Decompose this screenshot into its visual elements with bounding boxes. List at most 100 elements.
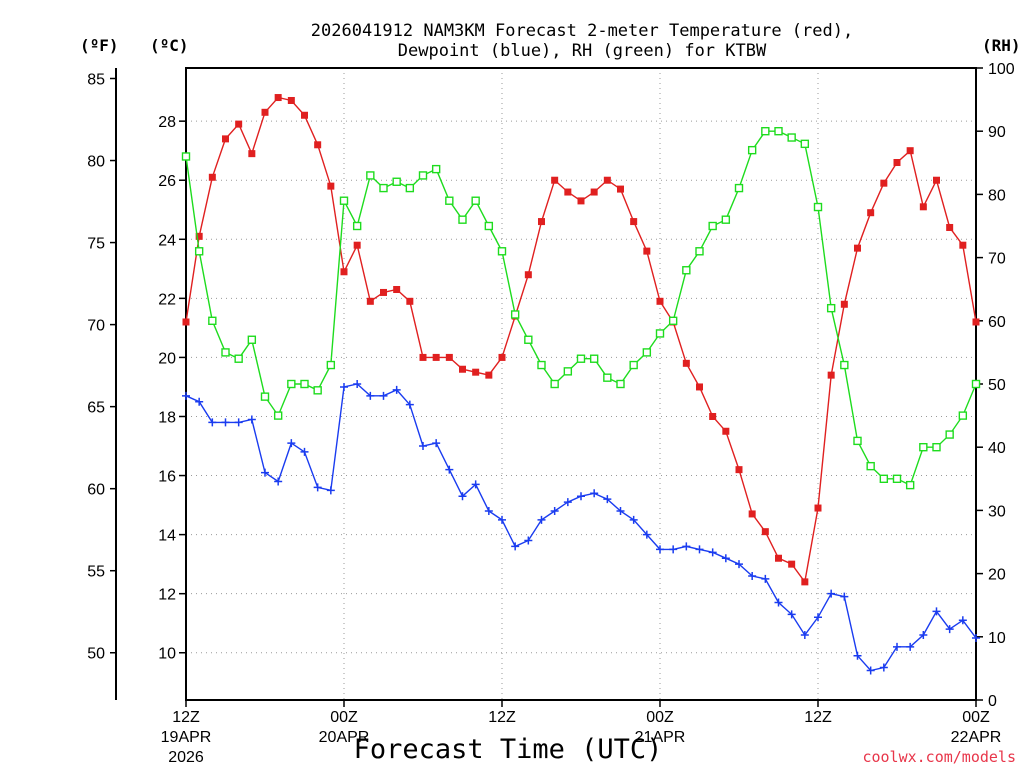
data-point: [905, 480, 915, 490]
data-point: [735, 560, 743, 569]
chart-title: 2026041912 NAM3KM Forecast 2-meter Tempe…: [311, 21, 853, 61]
data-point: [247, 335, 257, 344]
data-point: [379, 183, 388, 193]
data-point: [247, 415, 256, 424]
fahrenheit-unit-label: (ºF): [80, 36, 119, 55]
data-point: [366, 171, 375, 180]
data-point: [208, 173, 216, 181]
x-tick-date-label: 20APR: [319, 729, 370, 746]
data-point: [709, 412, 717, 420]
data-point: [590, 489, 599, 498]
series-line: [185, 96, 977, 584]
data-point: [524, 271, 532, 279]
data-point: [484, 506, 493, 515]
data-point: [880, 179, 888, 187]
data-point: [208, 418, 217, 427]
fahrenheit-tick-label: 50: [87, 646, 105, 663]
data-point: [616, 506, 625, 515]
data-point: [932, 443, 941, 452]
data-point: [260, 392, 270, 401]
data-point: [893, 159, 901, 167]
data-point: [946, 223, 954, 231]
data-point: [761, 574, 770, 583]
data-point: [537, 360, 546, 370]
data-point: [577, 197, 585, 205]
data-point: [854, 244, 861, 252]
data-point: [734, 183, 744, 193]
data-point: [814, 504, 822, 512]
data-point: [827, 589, 836, 598]
rh-tick-label: 0: [988, 693, 997, 710]
data-point: [933, 176, 940, 184]
data-point: [287, 379, 296, 389]
data-point: [353, 380, 362, 388]
data-point: [893, 642, 901, 651]
data-point: [445, 353, 453, 361]
data-point: [497, 247, 507, 256]
data-point: [352, 221, 362, 231]
x-tick-label: 12Z: [172, 709, 200, 726]
data-point: [879, 663, 888, 672]
data-point: [761, 528, 769, 536]
data-point: [866, 666, 875, 675]
celsius-unit-label: (ºC): [150, 36, 189, 55]
data-point: [840, 360, 849, 370]
data-point: [959, 241, 967, 249]
data-point: [945, 430, 954, 439]
data-point: [788, 560, 796, 568]
celsius-tick-label: 28: [158, 114, 176, 131]
data-point: [485, 371, 493, 379]
celsius-tick-label: 22: [158, 291, 176, 308]
data-point: [300, 447, 309, 456]
data-point: [629, 515, 638, 524]
series-rh: [181, 126, 981, 490]
data-point: [919, 631, 928, 640]
data-point: [867, 209, 875, 217]
data-point: [800, 139, 810, 149]
data-point: [326, 360, 336, 370]
data-point: [208, 316, 217, 325]
data-point: [353, 241, 361, 249]
data-point: [458, 492, 467, 501]
celsius-tick-label: 12: [158, 587, 176, 604]
x-tick-label: 00Z: [646, 709, 674, 726]
data-point: [589, 354, 599, 363]
data-point: [366, 391, 375, 400]
data-point: [313, 386, 322, 395]
data-point: [194, 247, 204, 256]
x-tick-label: 00Z: [962, 709, 990, 726]
data-point: [511, 542, 520, 551]
data-point: [366, 297, 374, 305]
data-point: [510, 310, 520, 319]
data-point: [774, 598, 783, 607]
data-point: [458, 215, 467, 224]
data-point: [801, 578, 809, 586]
rh-tick-label: 70: [988, 251, 1006, 268]
rh-tick-label: 10: [988, 630, 1006, 647]
data-point: [563, 498, 572, 507]
data-point: [445, 465, 454, 474]
data-point: [550, 379, 559, 389]
celsius-tick-label: 24: [158, 232, 176, 249]
rh-unit-label: (RH): [982, 36, 1021, 55]
title-line-2: Dewpoint (blue), RH (green) for KTBW: [398, 41, 767, 61]
data-point: [971, 379, 981, 389]
data-point: [761, 126, 770, 136]
data-point: [340, 382, 348, 391]
fahrenheit-tick-label: 80: [87, 154, 105, 171]
data-point: [340, 268, 348, 276]
data-point: [721, 215, 731, 224]
data-point: [445, 196, 454, 205]
data-point: [682, 542, 691, 551]
data-point: [182, 391, 190, 400]
data-point: [314, 141, 322, 149]
data-point: [393, 285, 401, 293]
data-point: [379, 391, 388, 400]
x-tick-label: 12Z: [488, 709, 516, 726]
data-point: [498, 353, 506, 361]
data-point: [774, 126, 783, 136]
title-line-1: 2026041912 NAM3KM Forecast 2-meter Tempe…: [311, 21, 853, 41]
data-point: [380, 288, 387, 296]
data-point: [945, 625, 954, 634]
credit-text[interactable]: coolwx.com/models: [862, 748, 1016, 766]
